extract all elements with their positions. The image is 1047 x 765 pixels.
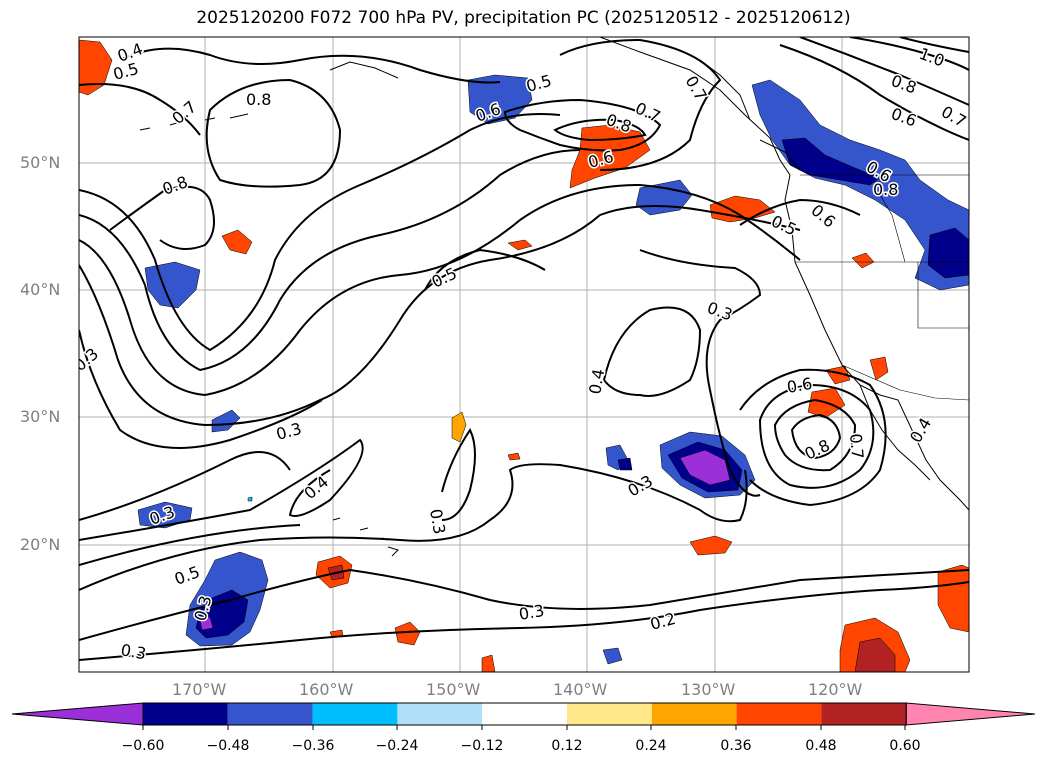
colorbar-segment	[651, 703, 737, 725]
colorbar-tick-label: 0.36	[720, 738, 751, 754]
lon-tick-label: 120°W	[808, 680, 863, 699]
colorbar-segment	[312, 703, 398, 725]
colorbar-extend-min	[11, 702, 144, 726]
colorbar-segment	[227, 703, 313, 725]
contour-label: 0.3	[119, 640, 147, 663]
contour-label: 0.3	[517, 601, 545, 624]
lat-tick-label: 50°N	[20, 153, 61, 172]
colorbar-segment	[821, 703, 907, 725]
map-frame	[78, 36, 970, 673]
colorbar-segment	[397, 703, 483, 725]
colorbar-segment	[143, 703, 228, 725]
lon-tick-label: 140°W	[553, 680, 608, 699]
colorbar-segment	[567, 703, 652, 725]
lat-tick-label: 20°N	[20, 535, 61, 554]
colorbar-border	[142, 702, 907, 726]
colorbar-tick-label: −0.12	[461, 738, 504, 754]
lon-tick-label: 150°W	[426, 680, 481, 699]
colorbar-tick-label: −0.36	[292, 738, 335, 754]
colorbar-tick-label: −0.60	[122, 738, 165, 754]
colorbar-tick-label: −0.48	[207, 738, 250, 754]
lat-tick-label: 30°N	[20, 407, 61, 426]
contour-label: 0.7	[846, 433, 867, 460]
lon-tick-label: 130°W	[681, 680, 736, 699]
map-title: 2025120200 F072 700 hPa PV, precipitatio…	[196, 8, 851, 28]
contour-label: 0.8	[873, 180, 898, 199]
lat-tick-label: 40°N	[20, 280, 61, 299]
precip-negative-areas	[137, 74, 969, 665]
pv-contours	[79, 37, 969, 661]
colorbar-tick-label: 0.48	[805, 738, 836, 754]
state-borders	[795, 174, 969, 401]
colorbar-segment	[482, 703, 567, 725]
colorbar-extend-max	[905, 702, 1036, 726]
lon-tick-label: 170°W	[172, 680, 227, 699]
colorbar-tick-label: 0.60	[889, 738, 920, 754]
lon-tick-label: 160°W	[299, 680, 354, 699]
colorbar-tick-label: 0.24	[635, 738, 666, 754]
colorbar-segment	[736, 703, 822, 725]
colorbar-tick-label: 0.12	[551, 738, 582, 754]
contour-label: 0.8	[246, 90, 271, 109]
colorbar-tick-label: −0.24	[376, 738, 419, 754]
colorbar: −0.60 −0.48 −0.36 −0.24 −0.12 0.12 0.24 0.36 0.4…	[11, 702, 1036, 754]
